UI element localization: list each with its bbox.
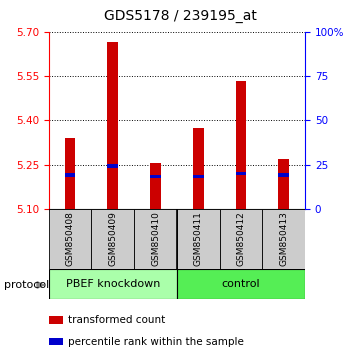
Bar bbox=[278, 173, 289, 177]
Bar bbox=[236, 80, 246, 209]
Bar bbox=[262, 209, 305, 269]
Text: GSM850411: GSM850411 bbox=[194, 211, 203, 267]
Text: GSM850412: GSM850412 bbox=[236, 212, 245, 266]
Bar bbox=[193, 128, 204, 209]
Text: control: control bbox=[222, 279, 260, 289]
Text: GSM850410: GSM850410 bbox=[151, 211, 160, 267]
Bar bbox=[49, 316, 63, 324]
Bar bbox=[65, 173, 75, 177]
Text: percentile rank within the sample: percentile rank within the sample bbox=[68, 337, 244, 347]
Bar bbox=[134, 209, 177, 269]
Bar bbox=[65, 138, 75, 209]
Bar bbox=[49, 209, 91, 269]
Bar bbox=[49, 269, 177, 299]
Bar bbox=[49, 338, 63, 346]
Bar bbox=[278, 159, 289, 209]
Text: GSM850408: GSM850408 bbox=[66, 211, 75, 267]
Text: PBEF knockdown: PBEF knockdown bbox=[66, 279, 160, 289]
Bar bbox=[108, 164, 118, 168]
Text: GDS5178 / 239195_at: GDS5178 / 239195_at bbox=[104, 9, 257, 23]
Bar bbox=[150, 175, 161, 178]
Bar bbox=[177, 269, 305, 299]
Text: GSM850413: GSM850413 bbox=[279, 211, 288, 267]
Bar bbox=[177, 209, 219, 269]
Bar bbox=[150, 163, 161, 209]
Bar bbox=[108, 42, 118, 209]
Bar bbox=[91, 209, 134, 269]
Bar bbox=[193, 175, 204, 178]
Text: transformed count: transformed count bbox=[68, 315, 165, 325]
Text: protocol: protocol bbox=[4, 280, 49, 290]
Bar bbox=[219, 209, 262, 269]
Bar bbox=[236, 172, 246, 175]
Text: GSM850409: GSM850409 bbox=[108, 211, 117, 267]
